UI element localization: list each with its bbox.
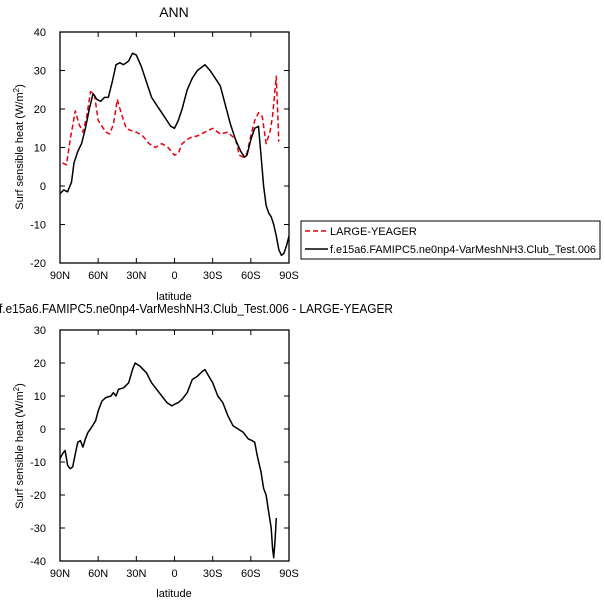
- bottom-y-tick-label: 30: [34, 325, 46, 337]
- top-plot-frame: [59, 31, 290, 264]
- top-y-tick-label: 30: [34, 66, 46, 78]
- bottom-x-tick-label: 30S: [203, 568, 223, 580]
- top-y-axis-label-superscript: 2: [12, 87, 21, 92]
- legend-label-model: f.e15a6.FAMIPC5.ne0np4-VarMeshNH3.Club_T…: [330, 244, 596, 256]
- top-x-tick-label: 30S: [203, 270, 223, 282]
- bottom-y-tick-label: -20: [30, 490, 46, 502]
- top-y-tick-label: 40: [34, 27, 46, 39]
- bottom-y-tick-label: -40: [30, 556, 46, 568]
- bottom-y-axis-label-tail: ): [14, 383, 26, 387]
- top-x-tick-label: 90S: [279, 270, 299, 282]
- legend-label-large-yeager: LARGE-YEAGER: [330, 226, 417, 238]
- bottom-panel: f.e15a6.FAMIPC5.ne0np4-VarMeshNH3.Club_T…: [0, 301, 393, 600]
- bottom-y-tick-label: -30: [30, 523, 46, 535]
- bottom-y-tick-label: 20: [34, 358, 46, 370]
- bottom-y-axis-label-text: Surf sensible heat (W/m: [14, 391, 26, 508]
- bottom-x-tick-label: 90S: [279, 568, 299, 580]
- top-panel: ANN 90N 60N 30N 0 30S 60S 90S 40 30 20 10 0 -10 -20 l…: [12, 4, 299, 303]
- top-y-tick-label: -20: [30, 258, 46, 270]
- bottom-x-tick-label: 90N: [50, 568, 70, 580]
- top-x-tick-label: 30N: [126, 270, 146, 282]
- legend-box: [300, 220, 601, 260]
- top-y-tick-label: 20: [34, 104, 46, 116]
- bottom-chart-title: f.e15a6.FAMIPC5.ne0np4-VarMeshNH3.Club_T…: [0, 301, 393, 316]
- bottom-y-tick-label: -10: [30, 457, 46, 469]
- legend: LARGE-YEAGER f.e15a6.FAMIPC5.ne0np4-VarM…: [300, 220, 601, 260]
- top-x-tick-label: 60S: [241, 270, 261, 282]
- bottom-y-tick-label: 0: [40, 424, 46, 436]
- bottom-x-axis-label: latitude: [156, 588, 191, 600]
- bottom-y-tick-label: 10: [34, 391, 46, 403]
- bottom-y-axis-label-superscript: 2: [12, 386, 21, 391]
- top-x-axis-label: latitude: [156, 291, 191, 303]
- top-x-tick-label: 60N: [88, 270, 108, 282]
- top-y-axis-label-text: Surf sensible heat (W/m: [14, 92, 26, 209]
- bottom-series-line-0: [59, 362, 278, 559]
- top-y-tick-label: -10: [30, 220, 46, 232]
- bottom-x-tick-label: 60S: [241, 568, 261, 580]
- bottom-x-tick-label: 30N: [126, 568, 146, 580]
- top-y-axis-label-tail: ): [14, 84, 26, 88]
- bottom-x-tick-label: 60N: [88, 568, 108, 580]
- bottom-plot-area: 90N 60N 30N 0 30S 60S 90S 30 20 10 0 -10 -20 -30 -40: [30, 325, 299, 580]
- top-chart-title: ANN: [159, 4, 189, 20]
- top-y-tick-label: 10: [34, 143, 46, 155]
- top-y-tick-label: 0: [40, 181, 46, 193]
- top-series-line-0: [62, 75, 280, 166]
- bottom-y-axis-label: Surf sensible heat (W/m2): [12, 383, 26, 509]
- top-plot-area: 90N 60N 30N 0 30S 60S 90S 40 30 20 10 0 -10 -20: [30, 27, 299, 282]
- bottom-x-tick-label: 0: [171, 568, 177, 580]
- top-x-tick-label: 0: [171, 270, 177, 282]
- top-y-axis-label: Surf sensible heat (W/m2): [12, 84, 26, 210]
- top-series-line-1: [59, 52, 290, 257]
- top-x-tick-label: 90N: [50, 270, 70, 282]
